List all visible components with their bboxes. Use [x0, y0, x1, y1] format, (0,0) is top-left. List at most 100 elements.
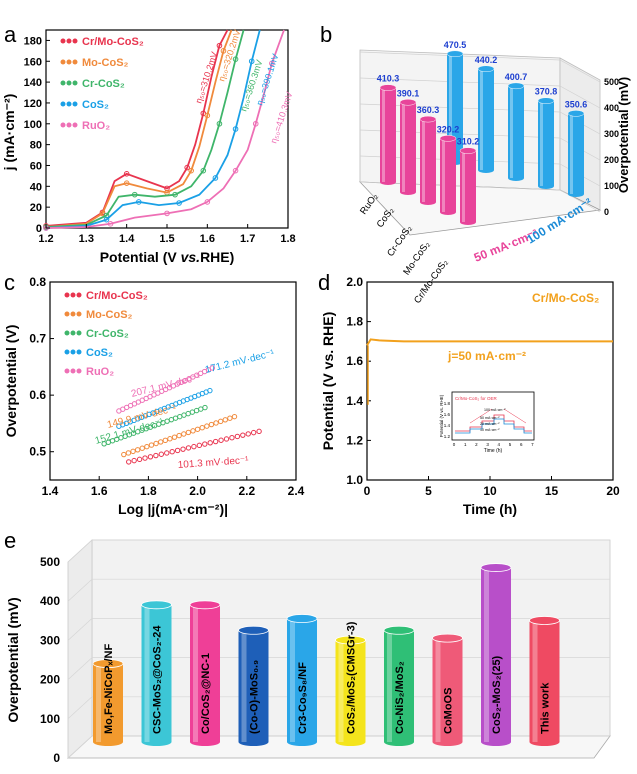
- bar-100-1-highlight: [480, 68, 483, 170]
- bar-body: [287, 614, 317, 746]
- inset-x-tick-label: 1: [464, 442, 467, 447]
- legend-marker: [66, 80, 72, 86]
- legend-label: CoS₂: [82, 99, 109, 111]
- bar-100-4-body: [568, 110, 584, 197]
- y-tick-label: 2.0: [346, 275, 363, 289]
- series-point: [184, 164, 190, 171]
- series-point: [216, 120, 223, 127]
- y-tick-label: 160: [24, 56, 42, 68]
- bar-body: [384, 626, 414, 746]
- bar-100-2: [507, 82, 525, 181]
- data-point: [202, 404, 208, 411]
- data-point: [185, 445, 192, 451]
- series-point: [212, 175, 219, 181]
- bar-1: CSC-MoS₂@CoS₂-24: [141, 600, 172, 746]
- bar-highlight: [387, 630, 392, 742]
- series-point: [232, 167, 239, 174]
- z-tick-label: 300: [604, 129, 619, 139]
- chart-c-marks: [101, 365, 262, 465]
- bar-body: [481, 563, 511, 746]
- legend-label: RuO₂: [86, 366, 114, 378]
- inset-x-tick-label: 5: [509, 442, 512, 447]
- x-tick-label: 10: [483, 484, 497, 498]
- chart-d-marks: [366, 338, 613, 405]
- legend-label: RuO₂: [82, 120, 110, 132]
- chart-a-xlabel: Potential (V vs.RHE): [100, 249, 235, 265]
- inset-arrow-up: [469, 408, 493, 424]
- data-point: [169, 449, 175, 455]
- series-point: [232, 56, 239, 62]
- grid-line: [67, 657, 93, 680]
- series-point: [123, 171, 130, 177]
- y-tick-label: 20: [30, 202, 42, 214]
- legend-label: Cr/Mo-CoS₂: [86, 290, 148, 302]
- series-line-4: [45, 29, 285, 229]
- bar-7: CoMoOS: [432, 633, 463, 746]
- chart-b-marks: [379, 50, 585, 225]
- data-point: [213, 420, 219, 426]
- data-point: [229, 435, 235, 441]
- y-tick-label: 180: [24, 35, 42, 47]
- series-line-3: [45, 29, 261, 229]
- chart-d-ylabel: Potential (V vs. RHE): [320, 312, 336, 450]
- bar-50-3-body: [440, 135, 456, 215]
- series-point: [204, 199, 211, 205]
- legend-marker: [72, 101, 78, 107]
- x-tick-label: 1.4: [119, 233, 135, 245]
- legend-marker: [76, 330, 82, 336]
- data-point: [190, 428, 196, 434]
- data-point: [121, 451, 127, 458]
- bar-50-2: [419, 115, 437, 205]
- chart-d-ticks: 0 5 10 15 201.01.21.41.61.82.0: [346, 275, 620, 498]
- value-label: 390.1: [397, 88, 420, 98]
- chart-e-ticks: 0 100 200 300 400 500: [40, 555, 60, 765]
- data-point: [180, 446, 186, 452]
- series-point: [131, 191, 138, 198]
- data-point: [218, 437, 224, 443]
- value-label: 370.8: [535, 87, 558, 97]
- series-point: [188, 167, 194, 174]
- chart-e-left-wall: [67, 539, 93, 759]
- x-tick-label: 2.2: [238, 484, 255, 498]
- inset-step-10: 10 mA·cm⁻²: [480, 428, 500, 432]
- bar-50-0: [379, 84, 397, 185]
- bar-body: [335, 636, 366, 746]
- bar-100-3-body: [538, 97, 554, 189]
- panel-label-e: e: [4, 528, 16, 553]
- chart-a-legend: Cr/Mo-CoS₂ Mo-CoS₂ Cr-CoS₂ CoS₂ RuO₂: [60, 36, 144, 132]
- chart-a-ylabel: j (mA·cm⁻²): [1, 94, 17, 172]
- data-point: [126, 459, 132, 465]
- y-tick-label: 0.8: [29, 275, 46, 289]
- legend-marker: [64, 311, 70, 317]
- x-tick-label: 1.6: [91, 484, 108, 498]
- x-tick-label: 1.7: [240, 233, 255, 245]
- legend-marker: [60, 122, 66, 128]
- series-point: [216, 42, 223, 49]
- bar-category-label: Co/CoS₂@NC-1: [200, 653, 212, 734]
- data-point: [207, 387, 213, 394]
- chart-e-ylabel: Overpotential (mV): [5, 597, 21, 722]
- bar-9: This work: [529, 616, 560, 746]
- data-point: [125, 450, 132, 456]
- data-point: [245, 431, 251, 437]
- data-point: [207, 440, 213, 446]
- panel-label-d: d: [318, 270, 330, 295]
- value-label: 320.2: [437, 124, 460, 134]
- bar-50-0-highlight: [382, 87, 385, 182]
- chart-d-xlabel: Time (h): [463, 501, 517, 517]
- data-point: [148, 442, 155, 448]
- chart-a-annotations: η₅₀=310.2mVη₅₀=320.2mVη₅₀=360.3mVη₅₀=390…: [193, 28, 294, 144]
- data-point: [144, 443, 150, 450]
- inset-y-tick-label: 1.4: [444, 423, 451, 428]
- inset-ticks: 0 1 2 3 4 5 6 7 1.2 1.4 1.6 1.8: [444, 401, 534, 447]
- grid-line: [67, 578, 93, 602]
- bar-100-2-body: [508, 82, 524, 181]
- legend-marker: [64, 368, 70, 374]
- chart-e-marks: Mo,Fe-NiCoPₓ/NF CSC-MoS₂@CoS₂-24 Co/CoS₂@N…: [92, 563, 560, 746]
- bar-body: [190, 600, 220, 746]
- x-tick-label: 1.6: [200, 233, 215, 245]
- chart-c-ylabel: Overpotential (V): [3, 325, 19, 438]
- bar-category-label: CoS₂-MoS₂(25): [491, 655, 503, 734]
- legend-marker: [70, 349, 76, 355]
- chart-a-marks: [43, 29, 285, 231]
